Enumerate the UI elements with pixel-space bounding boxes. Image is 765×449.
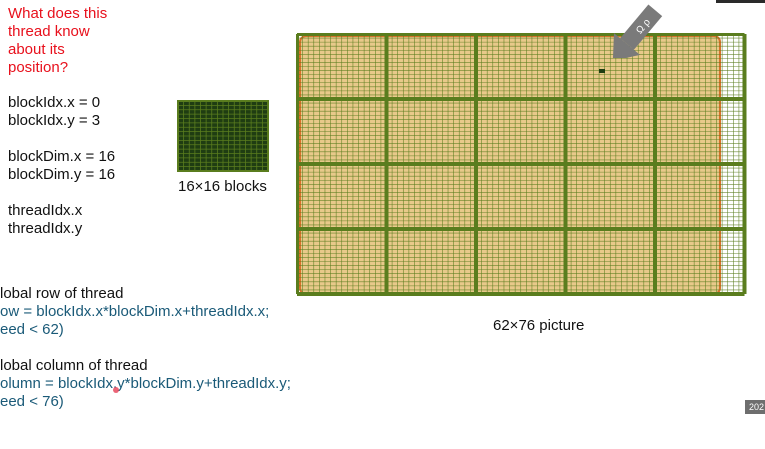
highlighted-thread <box>599 69 605 73</box>
thread-idx-x: threadIdx.x <box>8 202 83 219</box>
thread-idx-y: threadIdx.y <box>8 220 83 237</box>
corner-thumbnail <box>716 0 765 3</box>
question-line: about its <box>8 41 65 58</box>
row-formula-expression: ow = blockIdx.x*blockDim.x+threadIdx.x; <box>0 303 270 320</box>
picture-size-label: 62×76 picture <box>493 317 585 334</box>
block-size-label: 16×16 blocks <box>178 178 267 195</box>
thread-block-diagram <box>177 100 269 172</box>
question-line: thread know <box>8 23 90 40</box>
block-dim-x: blockDim.x = 16 <box>8 148 116 165</box>
block-dim-y: blockDim.y = 16 <box>8 166 116 183</box>
question-line: position? <box>8 59 69 76</box>
column-formula-title: lobal column of thread <box>0 357 148 374</box>
pointer-dot <box>113 387 119 393</box>
picture-grid-diagram <box>296 33 747 296</box>
column-formula-expression: olumn = blockIdx.y*blockDim.y+threadIdx.… <box>0 375 291 392</box>
question-line: What does this <box>8 5 108 22</box>
row-formula-title: lobal row of thread <box>0 285 124 302</box>
column-formula-condition: eed < 76) <box>0 393 64 410</box>
block-idx-y: blockIdx.y = 3 <box>8 112 101 129</box>
position-question: What does this thread know about its pos… <box>8 5 107 77</box>
block-idx-x: blockIdx.x = 0 <box>8 94 101 111</box>
page-number-badge: 202 <box>745 400 765 414</box>
pointer-arrow-icon: Ω ρ <box>612 4 663 58</box>
row-formula-condition: eed < 62) <box>0 321 64 338</box>
